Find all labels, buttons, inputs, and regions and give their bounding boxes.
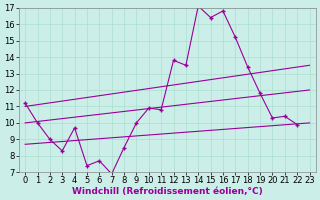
X-axis label: Windchill (Refroidissement éolien,°C): Windchill (Refroidissement éolien,°C) — [72, 187, 263, 196]
